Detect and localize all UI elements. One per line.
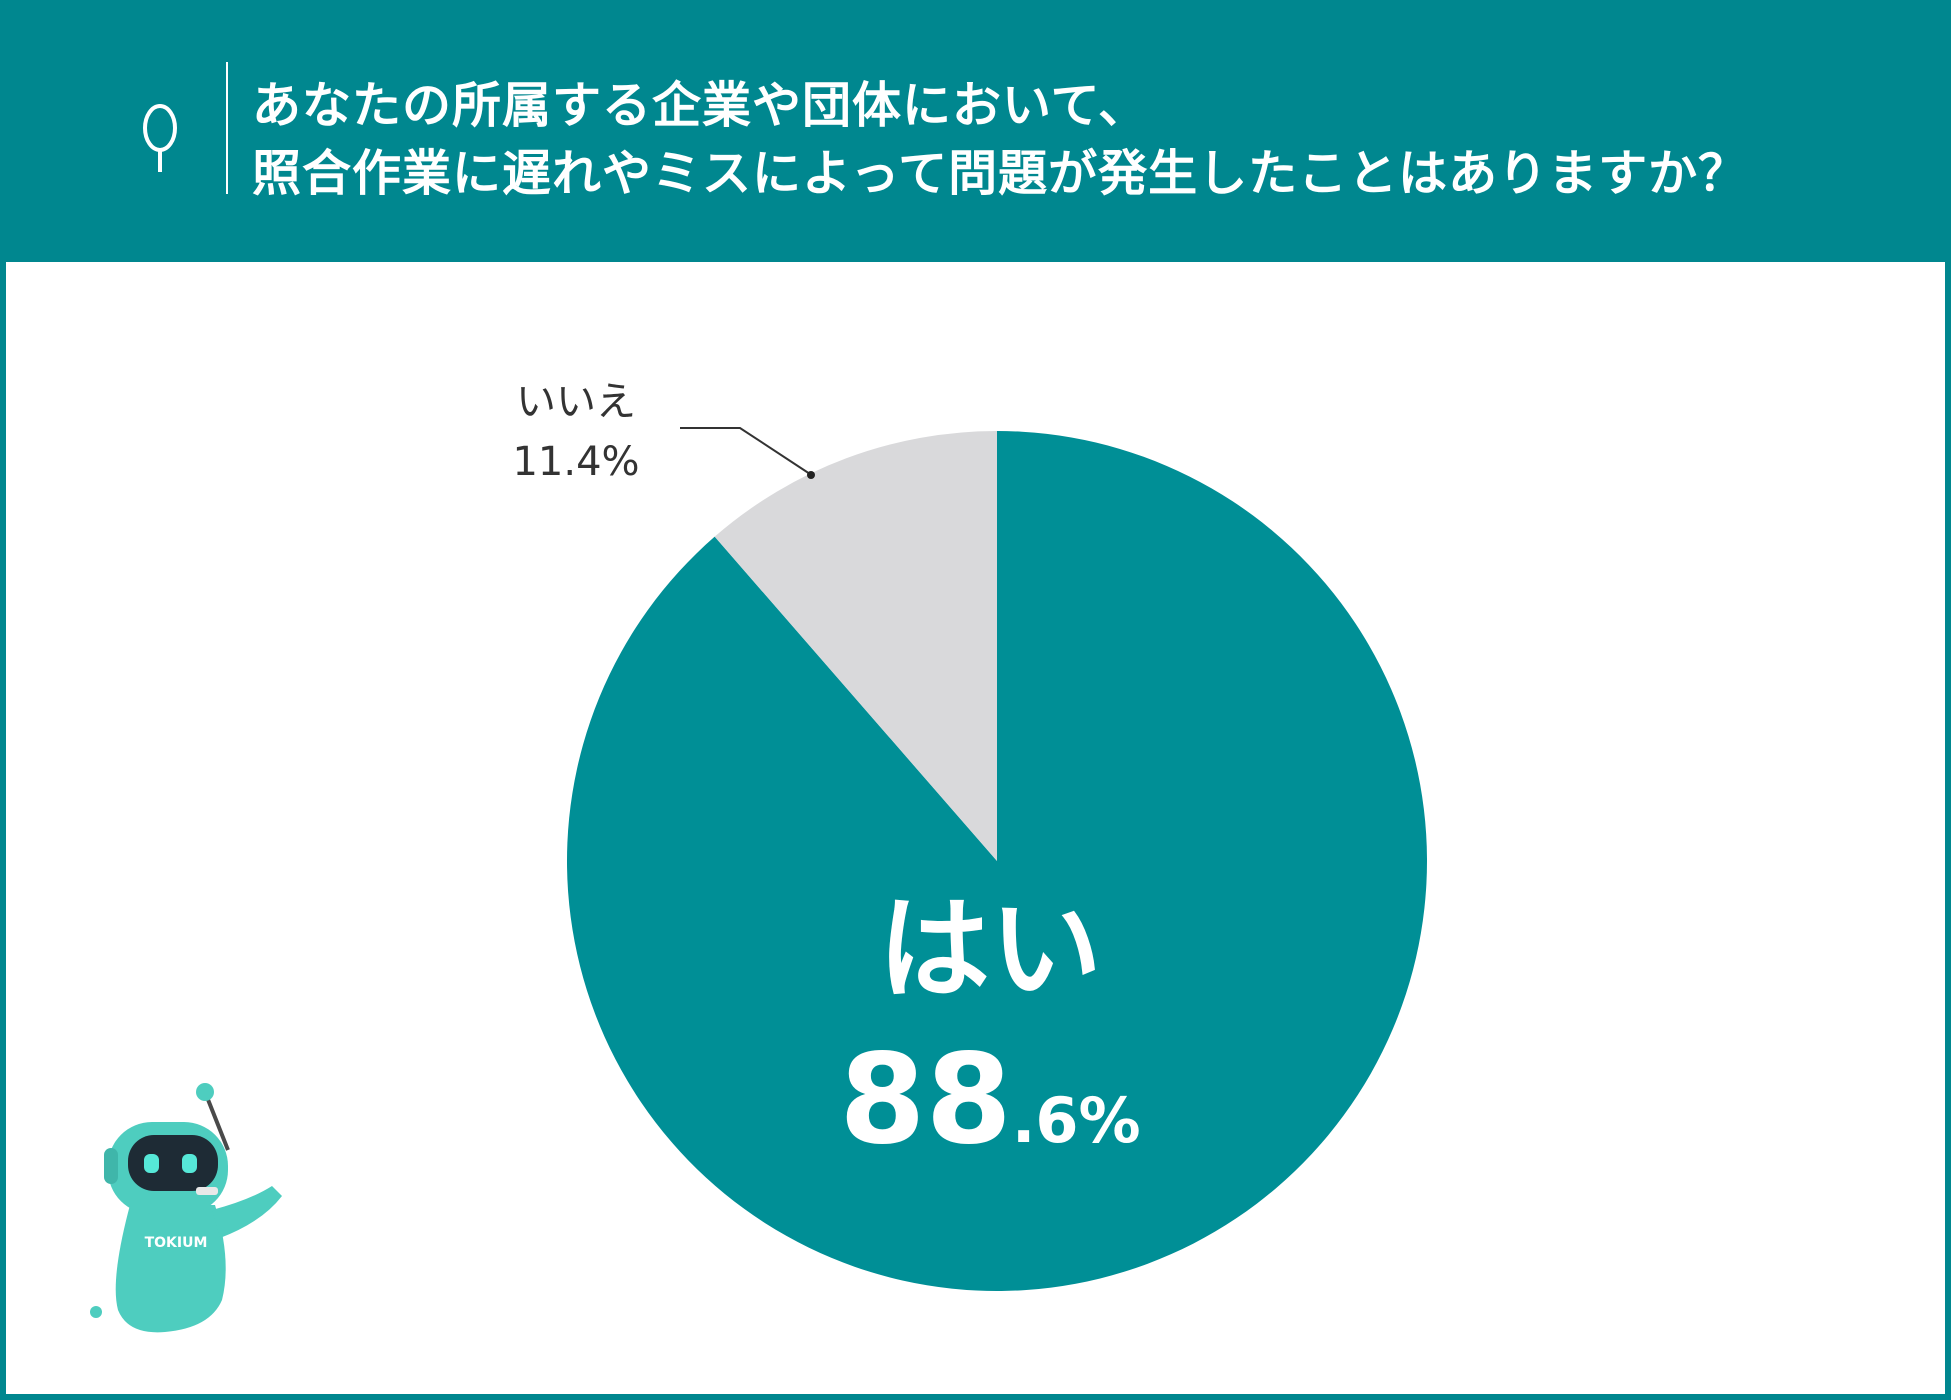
mascot-badge: TOKIUM [145,1235,208,1251]
slice-value-no: 11.4% [512,439,639,485]
slice-label-yes: はい [878,885,1102,1015]
slice-value-yes-suffix: .6% [1012,1084,1141,1157]
robot-mascot-icon: TOKIUM [90,1083,282,1333]
leader-dot [807,471,815,479]
question-title: あなたの所属する企業や団体において、 照合作業に遅れやミスによって問題が発生した… [252,72,1912,208]
question-line-1: あなたの所属する企業や団体において、 [252,77,1149,134]
pie-slice-no [714,430,997,861]
q-marker-icon [143,104,177,172]
slice-value-yes: 88.6% [839,1028,1140,1172]
question-header: あなたの所属する企業や団体において、 照合作業に遅れやミスによって問題が発生した… [0,0,1951,262]
question-line-2: 照合作業に遅れやミスによって問題が発生したことはありますか？ [252,145,1749,202]
leader-line [680,427,811,475]
slice-label-no: いいえ [516,379,636,425]
header-divider [226,62,228,194]
slice-value-yes-number: 88 [839,1028,1012,1172]
